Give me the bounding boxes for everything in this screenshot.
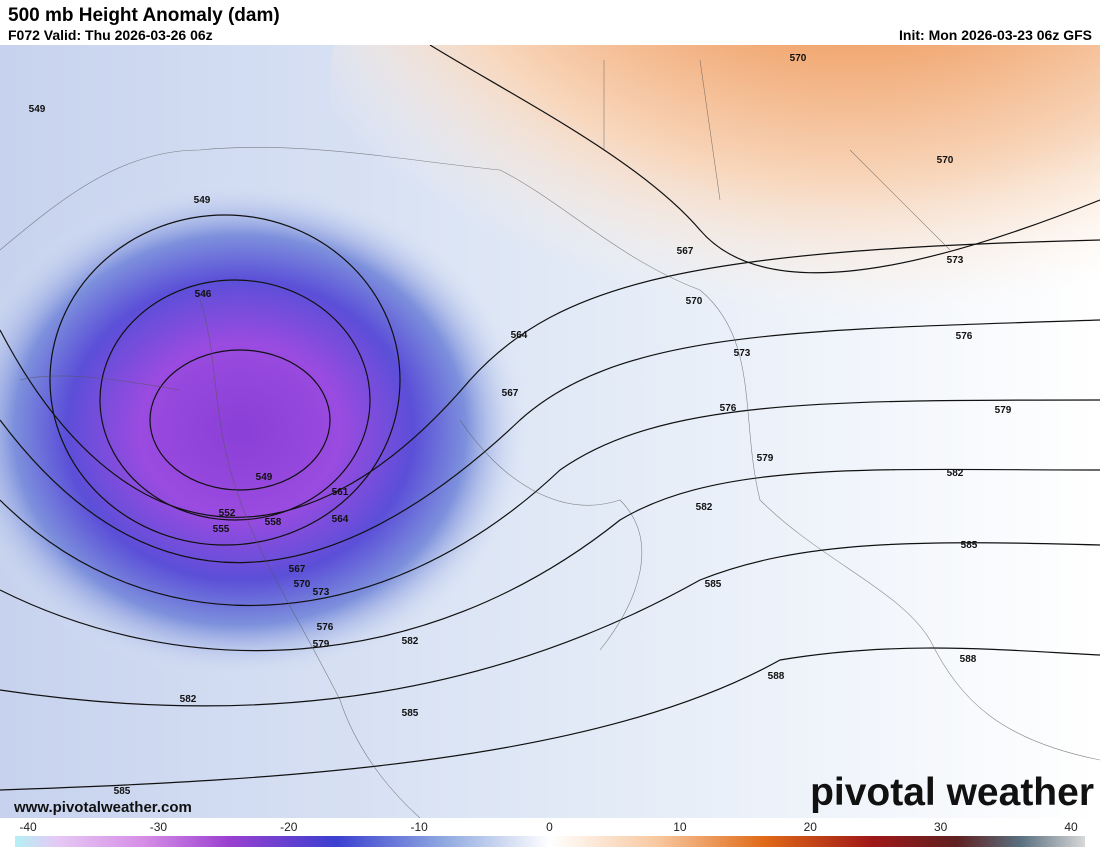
contour-label: 546 <box>195 289 212 300</box>
contour-labels: 5705705495495675705735645465765735675795… <box>29 53 1012 797</box>
contour-label: 582 <box>947 468 964 479</box>
contour-label: 585 <box>114 786 131 797</box>
contour-label: 570 <box>686 296 703 307</box>
colorbar-tick-label: -10 <box>410 820 428 834</box>
contour-label: 549 <box>194 195 211 206</box>
contour-label: 579 <box>757 453 774 464</box>
contour-label: 585 <box>402 708 419 719</box>
contour-label: 558 <box>265 517 282 528</box>
colorbar-tick-label: 30 <box>934 820 948 834</box>
contour-label: 570 <box>790 53 807 64</box>
contour-label: 567 <box>289 564 306 575</box>
colorbar-ticks: -40 -30 -20 -10 0 10 20 30 40 <box>19 820 1078 834</box>
contour-label: 567 <box>677 246 694 257</box>
colorbar-tick-label: -30 <box>150 820 168 834</box>
contour-label: 576 <box>956 331 973 342</box>
colorbar-tick-label: -20 <box>280 820 298 834</box>
contour-label: 585 <box>961 540 978 551</box>
contour-label: 570 <box>294 579 311 590</box>
colorbar-tick-label: 10 <box>673 820 687 834</box>
contour-label: 561 <box>332 487 349 498</box>
colorbar-tick-label: 0 <box>546 820 553 834</box>
contour-label: 567 <box>502 388 519 399</box>
valid-time: F072 Valid: Thu 2026-03-26 06z <box>8 27 213 43</box>
map-field <box>0 0 1100 819</box>
contour-label: 549 <box>256 472 273 483</box>
contour-label: 588 <box>960 654 977 665</box>
contour-label: 564 <box>511 330 528 341</box>
title: 500 mb Height Anomaly (dam) <box>8 5 280 26</box>
contour-label: 573 <box>947 255 964 266</box>
colorbar <box>15 836 1085 847</box>
contour-label: 588 <box>768 671 785 682</box>
site-url: www.pivotalweather.com <box>13 799 192 816</box>
contour-label: 582 <box>180 694 197 705</box>
contour-label: 579 <box>995 405 1012 416</box>
colorbar-tick-label: 20 <box>804 820 818 834</box>
contour-label: 570 <box>937 155 954 166</box>
contour-label: 555 <box>213 524 230 535</box>
contour-label: 579 <box>313 639 330 650</box>
header-bar <box>0 0 1100 45</box>
contour-label: 552 <box>219 508 236 519</box>
colorbar-tick-label: 40 <box>1064 820 1078 834</box>
contour-label: 549 <box>29 104 46 115</box>
contour-label: 573 <box>313 587 330 598</box>
init-time: Init: Mon 2026-03-23 06z GFS <box>899 27 1092 43</box>
contour-label: 585 <box>705 579 722 590</box>
contour-label: 576 <box>317 622 334 633</box>
contour-label: 573 <box>734 348 751 359</box>
contour-label: 564 <box>332 514 349 525</box>
contour-label: 582 <box>402 636 419 647</box>
colorbar-tick-label: -40 <box>19 820 37 834</box>
contour-label: 582 <box>696 502 713 513</box>
brand: pivotal weather <box>810 771 1094 814</box>
contour-label: 576 <box>720 403 737 414</box>
